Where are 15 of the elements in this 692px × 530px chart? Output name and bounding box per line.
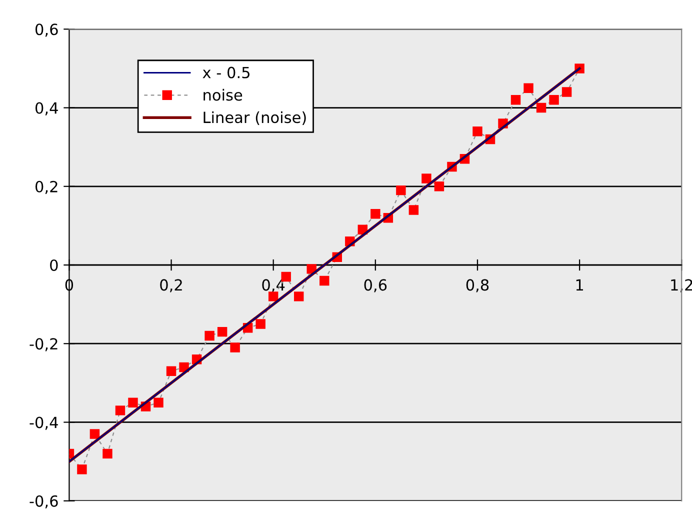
x-tick-label: 0,2 xyxy=(160,279,182,292)
legend-label: Linear (noise) xyxy=(204,111,306,125)
legend-label: x - 0.5 xyxy=(202,66,250,78)
y-tick-label: -0,6 xyxy=(30,495,58,508)
y-tick-label: -0,4 xyxy=(30,416,58,430)
y-tick-label: 0,6 xyxy=(35,24,58,37)
x-tick-label: 1,2 xyxy=(671,279,692,292)
x-tick-label: 1 xyxy=(576,279,583,290)
x-tick-label: 0,8 xyxy=(466,279,489,292)
x-tick-label: 0,6 xyxy=(364,279,387,292)
legend-label: noise xyxy=(204,88,242,101)
y-tick-label: 0,4 xyxy=(35,102,58,116)
y-tick-label: 0 xyxy=(50,259,58,272)
y-tick-label: -0,2 xyxy=(30,338,58,352)
y-tick-label: 0,2 xyxy=(35,180,58,194)
